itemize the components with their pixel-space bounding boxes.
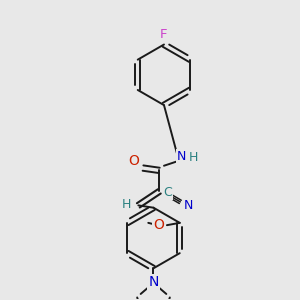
- Text: H: H: [122, 198, 131, 211]
- Text: O: O: [153, 218, 164, 232]
- Text: C: C: [163, 186, 172, 199]
- Text: N: N: [184, 199, 193, 212]
- Text: O: O: [128, 154, 139, 168]
- Text: F: F: [160, 28, 168, 40]
- Text: N: N: [177, 150, 186, 163]
- Text: H: H: [188, 151, 198, 164]
- Text: N: N: [148, 275, 159, 289]
